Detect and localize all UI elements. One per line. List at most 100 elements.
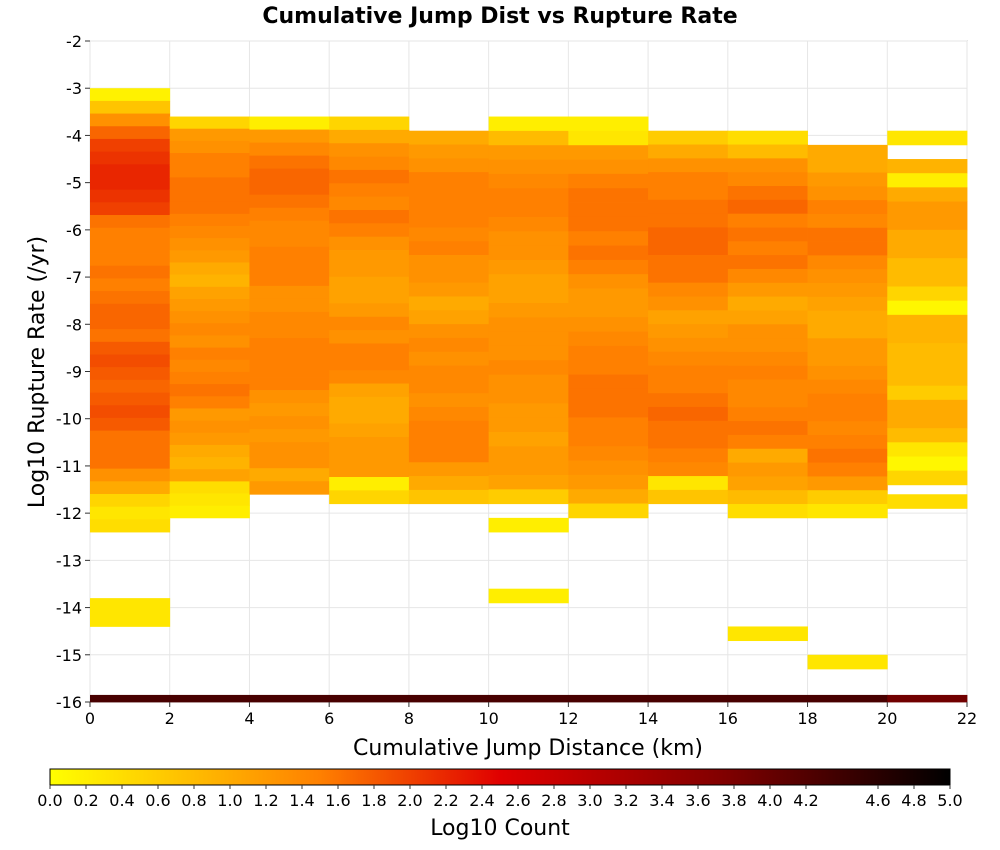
- y-tick-label: -4: [66, 126, 82, 145]
- heatmap-cell: [169, 420, 250, 434]
- heatmap-cell: [648, 351, 729, 366]
- heatmap-cell: [727, 268, 808, 284]
- x-tick-label: 14: [638, 709, 658, 728]
- heatmap-cell: [329, 396, 410, 411]
- heatmap-cell: [807, 448, 888, 464]
- heatmap-cell: [329, 383, 410, 398]
- x-tick-label: 6: [324, 709, 334, 728]
- x-tick-label: 10: [478, 709, 498, 728]
- colorbar: [49, 768, 951, 786]
- heatmap-cell: [249, 116, 330, 130]
- heatmap-cell: [807, 310, 888, 325]
- heatmap-cell: [887, 300, 968, 316]
- heatmap-cell: [488, 388, 569, 404]
- heatmap-cell: [727, 144, 808, 159]
- heatmap-cell: [727, 186, 808, 201]
- heatmap-cell: [169, 493, 250, 507]
- y-tick-label: -3: [66, 79, 82, 98]
- colorbar-tick-label: 3.0: [577, 791, 602, 810]
- heatmap-cell: [249, 194, 330, 209]
- heatmap-cell: [329, 450, 410, 465]
- heatmap-cell: [807, 324, 888, 339]
- heatmap-cell: [568, 374, 649, 390]
- heatmap-cell: [329, 143, 410, 157]
- heatmap-cell: [568, 173, 649, 189]
- heatmap-cell: [90, 88, 171, 102]
- colorbar-tick-label: 5.0: [937, 791, 962, 810]
- heatmap-cell: [329, 290, 410, 304]
- heatmap-cell: [329, 356, 410, 371]
- heatmap-cell: [648, 296, 729, 311]
- heatmap-cell: [329, 183, 410, 198]
- x-tick-label: 0: [85, 709, 95, 728]
- heatmap-cell: [648, 144, 729, 159]
- heatmap-cell: [169, 335, 250, 349]
- heatmap-cell: [727, 462, 808, 477]
- chart-title: Cumulative Jump Dist vs Rupture Rate: [262, 4, 737, 29]
- colorbar-tick-label: 4.2: [793, 791, 818, 810]
- heatmap-cell: [648, 227, 729, 242]
- heatmap-cell: [568, 288, 649, 304]
- heatmap-cell: [169, 225, 250, 239]
- heatmap-cell: [169, 481, 250, 494]
- heatmap-cell: [568, 202, 649, 218]
- heatmap-cell: [169, 116, 250, 130]
- heatmap-cell: [408, 172, 490, 187]
- heatmap-cell: [408, 420, 490, 436]
- heatmap-cell: [249, 233, 330, 248]
- heatmap-cell: [169, 323, 250, 336]
- heatmap-cell: [408, 337, 490, 353]
- heatmap-cells: [90, 88, 968, 703]
- heatmap-cell: [488, 159, 569, 175]
- heatmap-cell: [727, 338, 808, 353]
- x-axis-ticks: 0 2 4 6 8 10 12 14 16 18 20 22: [85, 702, 977, 728]
- y-tick-label: -12: [56, 504, 82, 523]
- heatmap-cell: [807, 296, 888, 312]
- colorbar-tick-label: 3.6: [685, 791, 710, 810]
- colorbar-tick-label: 4.6: [865, 791, 890, 810]
- heatmap-cell: [568, 460, 649, 476]
- heatmap-cell: [887, 428, 968, 443]
- heatmap-cell: [488, 259, 569, 275]
- x-tick-label: 20: [877, 709, 897, 728]
- y-tick-label: -13: [56, 551, 82, 570]
- heatmap-cell: [568, 216, 649, 232]
- heatmap-cell: [408, 393, 490, 408]
- heatmap-cell: [90, 126, 171, 140]
- heatmap-cell: [329, 410, 410, 424]
- heatmap-cell: [249, 429, 330, 443]
- heatmap-cell: [648, 172, 729, 187]
- heatmap-cell: [90, 367, 171, 381]
- heatmap-cell: [90, 113, 171, 127]
- heatmap-cell: [488, 116, 569, 132]
- colorbar-tick-label: 0.6: [145, 791, 170, 810]
- heatmap-cell: [329, 276, 410, 291]
- heatmap-cell: [727, 255, 808, 270]
- heatmap-cell: [90, 100, 171, 114]
- heatmap-cell: [887, 385, 968, 401]
- colorbar-tick-label: 0.8: [181, 791, 206, 810]
- heatmap-cell: [568, 431, 649, 447]
- heatmap-cell: [648, 365, 729, 380]
- heatmap-cell: [488, 360, 569, 376]
- heatmap-cell: [329, 303, 410, 318]
- heatmap-cell: [568, 231, 649, 246]
- heatmap-cell: [488, 460, 569, 476]
- heatmap-cell: [169, 408, 250, 421]
- heatmap-cell: [887, 258, 968, 287]
- heatmap-cell: [568, 360, 649, 375]
- heatmap-cell: [408, 310, 490, 325]
- heatmap-cell: [807, 407, 888, 422]
- heatmap-cell: [408, 296, 490, 311]
- heatmap-cell: [90, 215, 171, 229]
- heatmap-cell: [90, 278, 171, 292]
- heatmap-cell: [648, 310, 729, 325]
- colorbar-tick-label: 3.4: [649, 791, 674, 810]
- heatmap-cell: [807, 255, 888, 270]
- heatmap-cell: [887, 314, 968, 344]
- heatmap-cell: [488, 145, 569, 160]
- heatmap-cell: [329, 463, 410, 478]
- heatmap-cell: [887, 187, 968, 202]
- heatmap-cell: [887, 201, 968, 231]
- heatmap-cell: [807, 393, 888, 408]
